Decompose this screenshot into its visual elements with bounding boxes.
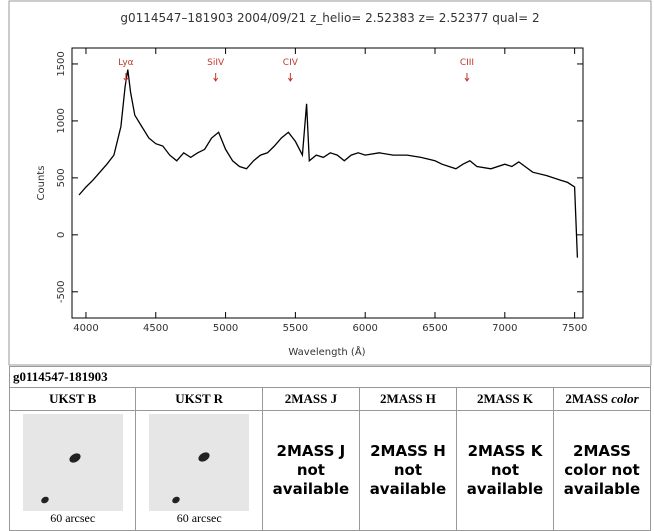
header-text: 2MASS H xyxy=(379,391,436,406)
y-tick-label: 500 xyxy=(56,168,67,187)
na-text: 2MASS xyxy=(573,442,631,460)
header-text: 2MASS xyxy=(565,391,608,406)
na-text: 2MASS H xyxy=(370,442,446,460)
star xyxy=(172,496,180,504)
line-label: SiIV xyxy=(207,58,225,68)
chart-title: g0114547–181903 2004/09/21 z_helio= 2.52… xyxy=(120,11,539,25)
star xyxy=(69,453,81,463)
line-label: CIV xyxy=(283,58,299,68)
x-tick-label: 4000 xyxy=(73,323,98,334)
line-marker xyxy=(464,73,470,82)
image-table: g0114547-181903 UKST B UKST R 2MASS J 2MASS… xyxy=(8,366,652,531)
na-text: color not xyxy=(564,461,640,479)
plot-area xyxy=(71,47,584,319)
thumbnail xyxy=(22,414,123,511)
column-header: UKST B xyxy=(8,387,137,411)
column-header: 2MASS J xyxy=(261,387,360,411)
header-text: UKST B xyxy=(49,391,97,406)
header-text: 2MASS J xyxy=(284,391,338,406)
line-marker xyxy=(287,73,293,82)
thumbnail xyxy=(149,414,250,511)
column-header: 2MASS K xyxy=(455,387,554,411)
star xyxy=(40,496,49,504)
na-text: available xyxy=(272,480,350,498)
na-text: available xyxy=(369,480,447,498)
header-em: color xyxy=(611,391,639,406)
object-id: g0114547-181903 xyxy=(9,366,651,388)
na-text: not xyxy=(393,461,422,479)
x-tick-label: 4500 xyxy=(143,323,168,334)
line-label: CIII xyxy=(460,58,474,68)
na-cell: 2MASS color not available xyxy=(552,410,652,531)
header-text: 2MASS K xyxy=(476,391,533,406)
star xyxy=(198,452,210,462)
na-text: 2MASS J xyxy=(276,442,346,460)
y-axis-label: Counts xyxy=(36,166,47,201)
na-text: 2MASS K xyxy=(467,442,543,460)
thumb-caption: 60 arcsec xyxy=(176,511,222,525)
thumb-bg xyxy=(149,414,250,511)
x-tick-label: 7500 xyxy=(562,323,587,334)
na-text: available xyxy=(563,480,641,498)
x-tick-label: 7000 xyxy=(492,323,517,334)
x-tick-label: 6000 xyxy=(352,323,377,334)
y-tick-label: 1500 xyxy=(56,51,67,76)
x-tick-label: 5000 xyxy=(213,323,238,334)
column-header: 2MASS color xyxy=(552,387,652,411)
header-text: UKST R xyxy=(175,391,224,406)
na-text: not xyxy=(296,461,325,479)
line-marker xyxy=(213,73,219,82)
na-text: available xyxy=(466,480,544,498)
chart-frame xyxy=(8,0,652,366)
image-cell: 60 arcsec xyxy=(135,410,263,531)
x-tick-label: 6500 xyxy=(422,323,447,334)
image-cell: 60 arcsec xyxy=(8,410,137,531)
na-text: not xyxy=(490,461,520,479)
column-header: 2MASS H xyxy=(358,387,457,411)
thumb-caption: 60 arcsec xyxy=(50,511,96,525)
spectrum-line xyxy=(78,69,579,258)
column-header: UKST R xyxy=(135,387,263,411)
y-tick-label: 0 xyxy=(56,232,67,238)
x-axis-label: Wavelength (Å) xyxy=(288,345,365,358)
y-tick-label: -500 xyxy=(56,280,67,303)
line-marker xyxy=(123,73,129,82)
chart: g0114547–181903 2004/09/21 z_helio= 2.52… xyxy=(8,0,652,366)
y-tick-label: 1000 xyxy=(56,108,67,133)
x-tick-label: 5500 xyxy=(283,323,308,334)
line-label: Lyα xyxy=(118,58,134,68)
